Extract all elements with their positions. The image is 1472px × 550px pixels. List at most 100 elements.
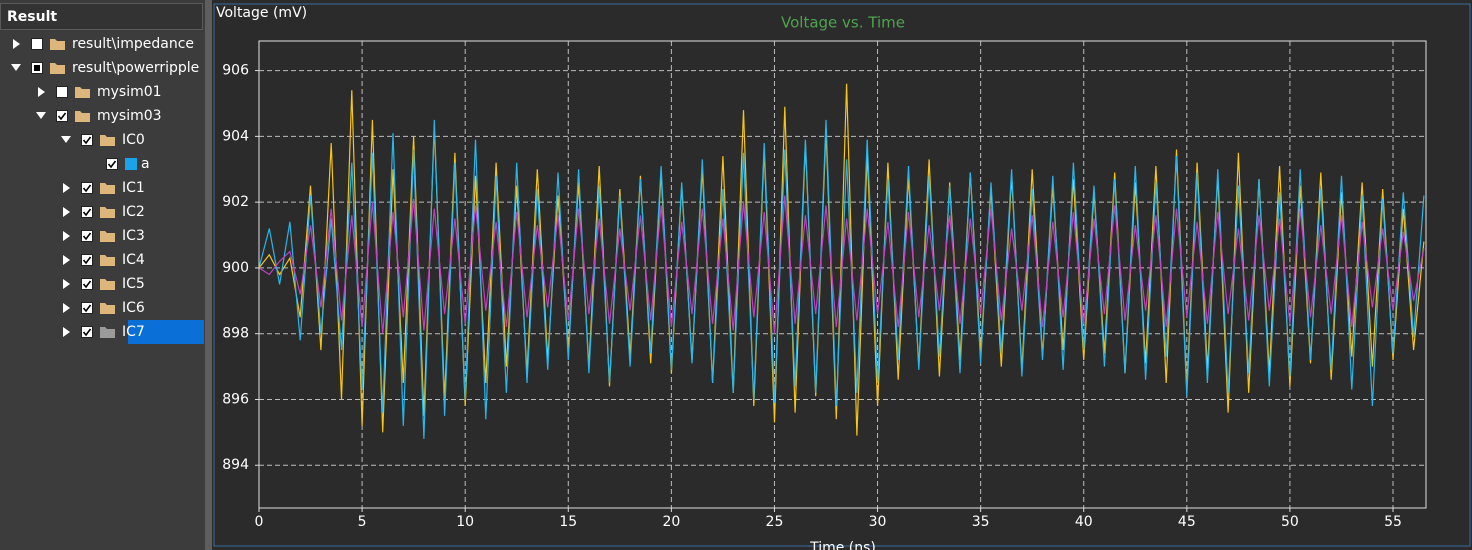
tree-row[interactable]: result\impedance <box>0 32 204 56</box>
checkbox[interactable] <box>81 326 93 338</box>
tree-label: IC7 <box>122 324 145 340</box>
expand-arrow[interactable] <box>13 39 20 49</box>
tree-row[interactable]: IC5 <box>0 272 204 296</box>
series-line <box>258 195 1425 334</box>
y-tick-label: 902 <box>222 194 249 210</box>
check-mark <box>82 328 92 337</box>
partial-mark <box>34 65 40 71</box>
check-mark <box>107 160 117 169</box>
x-tick-label: 5 <box>358 514 367 530</box>
expand-arrow[interactable] <box>63 303 70 313</box>
tree-row[interactable]: IC1 <box>0 176 204 200</box>
check-mark <box>82 256 92 265</box>
y-tick-label: 898 <box>222 326 249 342</box>
chart-title: Voltage vs. Time <box>781 14 905 32</box>
row-icons <box>63 302 115 314</box>
x-tick-label: 10 <box>456 514 474 530</box>
expand-arrow[interactable] <box>63 327 70 337</box>
x-axis-label: Time (ns) <box>809 540 876 550</box>
tree-row[interactable]: mysim01 <box>0 80 204 104</box>
tree-row[interactable]: a <box>0 152 204 176</box>
expand-arrow[interactable] <box>63 279 70 289</box>
tree-label: IC3 <box>122 228 145 244</box>
expand-arrow[interactable] <box>61 136 71 143</box>
plot-border <box>258 40 1427 509</box>
checkbox[interactable] <box>81 302 93 314</box>
chart: Voltage (mV) Voltage vs. Time Time (ns) … <box>213 3 1471 550</box>
expand-arrow[interactable] <box>11 64 21 71</box>
tree-label: IC4 <box>122 252 145 268</box>
check-mark <box>82 136 92 145</box>
tree-row[interactable]: mysim03 <box>0 104 204 128</box>
tree-row[interactable]: result\powerripple <box>0 56 204 80</box>
check-mark <box>82 208 92 217</box>
expand-arrow[interactable] <box>63 255 70 265</box>
tree-row[interactable]: IC6 <box>0 296 204 320</box>
series-line <box>258 119 1425 439</box>
check-mark <box>82 280 92 289</box>
row-icons <box>38 86 90 98</box>
checkbox[interactable] <box>81 230 93 242</box>
y-tick-label: 894 <box>222 457 249 473</box>
checkbox[interactable] <box>81 182 93 194</box>
checkbox[interactable] <box>56 110 68 122</box>
tree-label: IC2 <box>122 204 145 220</box>
x-tick-label: 50 <box>1281 514 1299 530</box>
checkbox[interactable] <box>81 206 93 218</box>
folder-icon <box>50 39 65 50</box>
folder-icon <box>100 135 115 146</box>
row-icons <box>63 326 115 338</box>
folder-icon <box>100 327 115 338</box>
folder-icon <box>100 207 115 218</box>
expand-arrow[interactable] <box>38 87 45 97</box>
result-panel: Result result\impedance result\powerrippl… <box>0 0 205 550</box>
tree-row[interactable]: IC2 <box>0 200 204 224</box>
plot-area <box>259 41 1426 508</box>
check-mark <box>57 112 67 121</box>
x-tick-label: 35 <box>972 514 990 530</box>
tree-label: IC5 <box>122 276 145 292</box>
row-icons <box>63 206 115 218</box>
checkbox[interactable] <box>56 86 68 98</box>
checkbox[interactable] <box>81 134 93 146</box>
row-icons <box>63 278 115 290</box>
row-icons <box>63 182 115 194</box>
tree-label: mysim03 <box>97 108 162 124</box>
tree-label: IC0 <box>122 132 145 148</box>
x-tick-label: 40 <box>1075 514 1093 530</box>
check-mark <box>82 184 92 193</box>
expand-arrow[interactable] <box>36 112 46 119</box>
folder-icon <box>75 111 90 122</box>
tree-row[interactable]: IC7 <box>0 320 204 344</box>
tree-row[interactable]: IC3 <box>0 224 204 248</box>
tree-label: result\powerripple <box>72 60 200 76</box>
folder-icon <box>75 87 90 98</box>
tree-label: result\impedance <box>72 36 195 52</box>
tree-row[interactable]: IC4 <box>0 248 204 272</box>
check-mark <box>82 304 92 313</box>
folder-icon <box>100 231 115 242</box>
x-tick-label: 15 <box>559 514 577 530</box>
tree-label: IC6 <box>122 300 145 316</box>
checkbox[interactable] <box>81 278 93 290</box>
expand-arrow[interactable] <box>63 231 70 241</box>
x-tick-label: 30 <box>869 514 887 530</box>
y-tick-label: 896 <box>222 391 249 407</box>
expand-arrow[interactable] <box>63 207 70 217</box>
selection <box>128 320 204 344</box>
row-icons <box>63 254 115 266</box>
tree-row[interactable]: IC0 <box>0 128 204 152</box>
x-tick-label: 20 <box>662 514 680 530</box>
x-tick-label: 55 <box>1384 514 1402 530</box>
y-tick-label: 904 <box>222 128 249 144</box>
row-icons <box>36 110 90 122</box>
checkbox[interactable] <box>31 38 43 50</box>
splitter[interactable] <box>205 0 212 550</box>
checkbox[interactable] <box>106 158 118 170</box>
y-tick-label: 906 <box>222 63 249 79</box>
folder-icon <box>50 63 65 74</box>
expand-arrow[interactable] <box>63 183 70 193</box>
checkbox[interactable] <box>81 254 93 266</box>
tree-label: IC1 <box>122 180 145 196</box>
